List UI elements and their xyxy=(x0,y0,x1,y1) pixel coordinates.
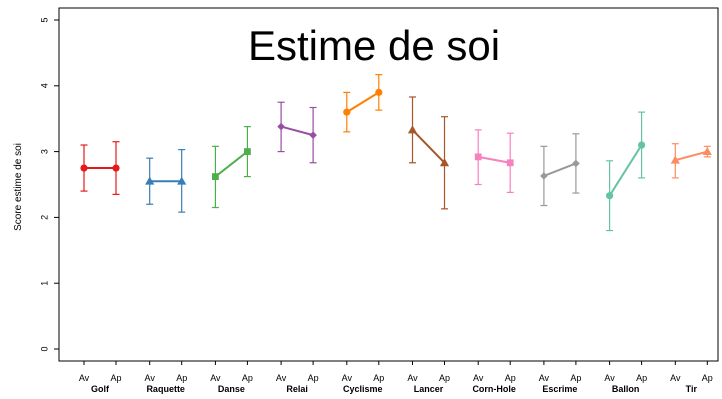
group-label: Golf xyxy=(91,384,110,394)
y-tick-label: 0 xyxy=(39,346,49,351)
group-label: Danse xyxy=(218,384,245,394)
x-tick-label-av: Av xyxy=(604,373,615,383)
x-tick-label-ap: Ap xyxy=(308,373,319,383)
data-point xyxy=(407,125,418,134)
y-tick-label: 3 xyxy=(39,149,49,154)
series-line xyxy=(543,162,577,177)
x-tick-label-av: Av xyxy=(407,373,418,383)
x-tick-label-ap: Ap xyxy=(505,373,516,383)
group-label: Tir xyxy=(686,384,698,394)
y-tick-label: 4 xyxy=(39,83,49,88)
series-line xyxy=(478,155,511,164)
series-line xyxy=(608,144,643,197)
data-point xyxy=(309,131,317,139)
x-tick-label-ap: Ap xyxy=(110,373,121,383)
data-point xyxy=(540,172,548,180)
series-line xyxy=(411,129,446,164)
group-label: Corn-Hole xyxy=(472,384,516,394)
data-point xyxy=(606,192,614,200)
x-tick-label-av: Av xyxy=(539,373,550,383)
group-label: Lancer xyxy=(414,384,444,394)
x-tick-label-ap: Ap xyxy=(636,373,647,383)
plot-frame xyxy=(58,7,719,362)
x-tick-label-ap: Ap xyxy=(176,373,187,383)
data-point xyxy=(670,155,680,164)
x-tick-label-ap: Ap xyxy=(242,373,253,383)
data-point xyxy=(638,141,646,149)
series-line xyxy=(280,125,314,137)
group-label: Cyclisme xyxy=(343,384,383,394)
x-tick-label-av: Av xyxy=(79,373,90,383)
y-tick-label: 5 xyxy=(39,17,49,22)
x-tick-label-av: Av xyxy=(670,373,681,383)
data-point xyxy=(474,153,482,161)
data-point xyxy=(343,108,351,116)
data-point xyxy=(506,159,514,167)
y-tick-label: 1 xyxy=(39,281,49,286)
x-tick-label-av: Av xyxy=(276,373,287,383)
data-point xyxy=(212,173,219,181)
y-axis-label: Score estime de soi xyxy=(13,143,24,231)
x-tick-label-av: Av xyxy=(473,373,484,383)
group-label: Relai xyxy=(286,384,308,394)
data-point xyxy=(277,122,285,131)
data-point xyxy=(80,164,88,172)
data-point xyxy=(439,158,450,167)
series-line xyxy=(214,150,249,178)
y-tick-label: 2 xyxy=(39,215,49,220)
x-tick-label-av: Av xyxy=(210,373,221,383)
series-line xyxy=(675,150,708,162)
data-point xyxy=(112,164,120,172)
group-label: Raquette xyxy=(146,384,185,394)
series-line xyxy=(346,91,380,113)
data-point xyxy=(145,176,155,185)
group-label: Ballon xyxy=(612,384,640,394)
group-label: Escrime xyxy=(542,384,577,394)
x-tick-label-ap: Ap xyxy=(702,373,713,383)
data-point xyxy=(572,159,580,168)
x-tick-label-ap: Ap xyxy=(439,373,450,383)
x-tick-label-av: Av xyxy=(342,373,353,383)
x-tick-label-ap: Ap xyxy=(570,373,581,383)
data-point xyxy=(177,176,187,185)
chart-title: Estime de soi xyxy=(248,22,500,69)
x-tick-label-av: Av xyxy=(145,373,156,383)
x-tick-label-ap: Ap xyxy=(373,373,384,383)
data-point xyxy=(702,147,712,156)
data-point xyxy=(244,148,251,155)
data-point xyxy=(375,88,383,96)
